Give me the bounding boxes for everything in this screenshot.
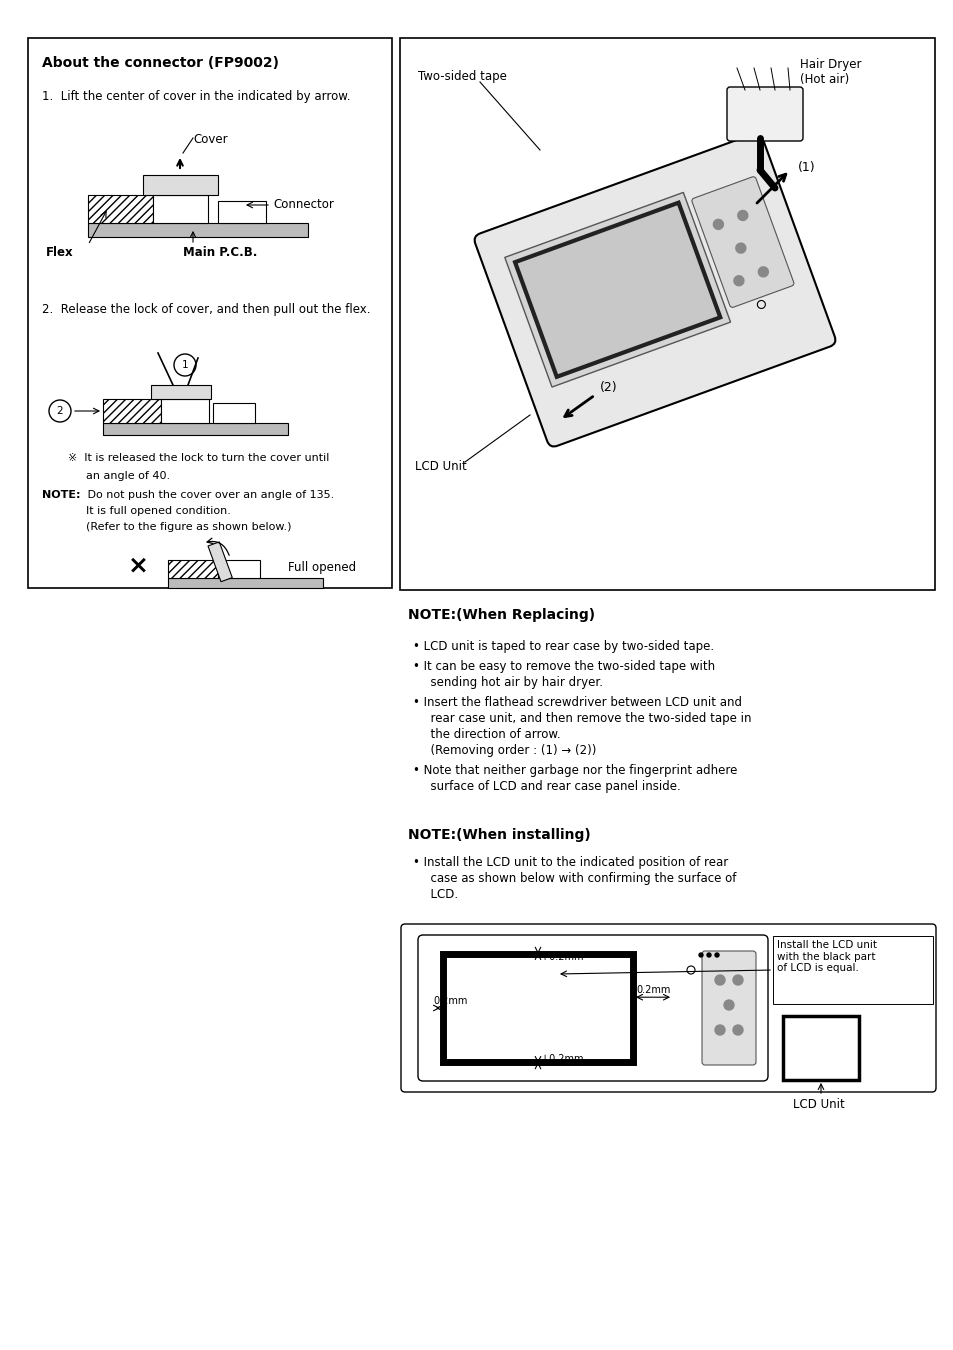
Bar [213,404,254,423]
Circle shape [714,975,724,985]
Bar [151,385,211,400]
Text: Do not push the cover over an angle of 135.: Do not push the cover over an angle of 1… [84,490,334,500]
Text: ↑0.2mm: ↑0.2mm [540,952,583,963]
Bar [442,954,633,1062]
Text: Full opened: Full opened [288,562,355,575]
Text: 2: 2 [56,406,63,416]
Text: • Note that neither garbage nor the fingerprint adhere: • Note that neither garbage nor the fing… [413,764,737,778]
Bar [152,194,208,223]
FancyBboxPatch shape [400,923,935,1092]
Bar [168,560,218,578]
Text: 0.2mm: 0.2mm [636,986,670,995]
Bar [515,202,720,377]
Bar [504,193,730,387]
Circle shape [706,953,710,957]
Text: Hair Dryer
(Hot air): Hair Dryer (Hot air) [800,58,861,86]
Text: ↓0.2mm: ↓0.2mm [540,1054,583,1064]
Text: LCD.: LCD. [422,888,457,900]
Text: Main P.C.B.: Main P.C.B. [183,247,257,259]
Text: • Install the LCD unit to the indicated position of rear: • Install the LCD unit to the indicated … [413,856,727,869]
Text: It is full opened condition.: It is full opened condition. [86,506,231,516]
Text: Connector: Connector [273,198,334,212]
Bar [772,936,932,1004]
Bar [218,201,266,223]
Bar [103,400,161,423]
Circle shape [699,953,702,957]
Text: • It can be easy to remove the two-sided tape with: • It can be easy to remove the two-sided… [413,660,715,674]
Text: About the connector (FP9002): About the connector (FP9002) [42,55,278,70]
Text: ※  It is released the lock to turn the cover until: ※ It is released the lock to turn the co… [68,454,329,463]
Text: • Insert the flathead screwdriver between LCD unit and: • Insert the flathead screwdriver betwee… [413,697,741,709]
Text: NOTE:: NOTE: [42,490,80,500]
Bar [28,38,392,589]
Circle shape [732,1025,742,1035]
Bar [88,194,152,223]
FancyBboxPatch shape [726,86,802,140]
Text: 1: 1 [181,360,188,370]
Circle shape [735,243,745,252]
Circle shape [733,275,743,286]
Bar [143,176,218,194]
Text: the direction of arrow.: the direction of arrow. [422,728,560,741]
Text: rear case unit, and then remove the two-sided tape in: rear case unit, and then remove the two-… [422,711,751,725]
Circle shape [714,1025,724,1035]
Bar [218,560,260,578]
FancyBboxPatch shape [701,950,755,1065]
FancyBboxPatch shape [417,936,767,1081]
Text: (Removing order : (1) → (2)): (Removing order : (1) → (2)) [422,744,596,757]
Bar [103,423,288,435]
Text: • LCD unit is taped to rear case by two-sided tape.: • LCD unit is taped to rear case by two-… [413,640,714,653]
Bar [399,38,934,590]
Bar [782,1017,858,1080]
Text: an angle of 40.: an angle of 40. [86,471,170,481]
Text: (1): (1) [797,162,815,174]
Text: LCD Unit: LCD Unit [415,460,466,472]
Text: LCD Unit: LCD Unit [792,1098,843,1111]
Text: 2.  Release the lock of cover, and then pull out the flex.: 2. Release the lock of cover, and then p… [42,302,370,316]
Text: Flex: Flex [46,247,73,259]
Text: NOTE:(When Replacing): NOTE:(When Replacing) [408,608,595,622]
Text: Install the LCD unit
with the black part
of LCD is equal.: Install the LCD unit with the black part… [776,940,876,973]
Bar [88,223,308,238]
Text: 1.  Lift the center of cover in the indicated by arrow.: 1. Lift the center of cover in the indic… [42,90,350,103]
Bar [208,541,232,582]
Text: Two-sided tape: Two-sided tape [417,70,506,82]
Text: Cover: Cover [193,134,228,146]
Text: NOTE:(When installing): NOTE:(When installing) [408,828,590,842]
Circle shape [732,975,742,985]
Text: 0.2mm: 0.2mm [433,996,467,1006]
Text: sending hot air by hair dryer.: sending hot air by hair dryer. [422,676,602,688]
Circle shape [714,953,719,957]
FancyBboxPatch shape [691,177,793,308]
Circle shape [758,267,767,277]
Text: (2): (2) [599,382,617,394]
Bar [168,578,323,589]
Bar [161,400,209,423]
Text: ×: × [128,554,149,578]
Circle shape [713,219,722,230]
Text: (Refer to the figure as shown below.): (Refer to the figure as shown below.) [86,522,292,532]
Text: surface of LCD and rear case panel inside.: surface of LCD and rear case panel insid… [422,780,680,792]
FancyBboxPatch shape [474,134,835,447]
Text: case as shown below with confirming the surface of: case as shown below with confirming the … [422,872,736,886]
Circle shape [737,211,747,220]
Circle shape [723,1000,733,1010]
